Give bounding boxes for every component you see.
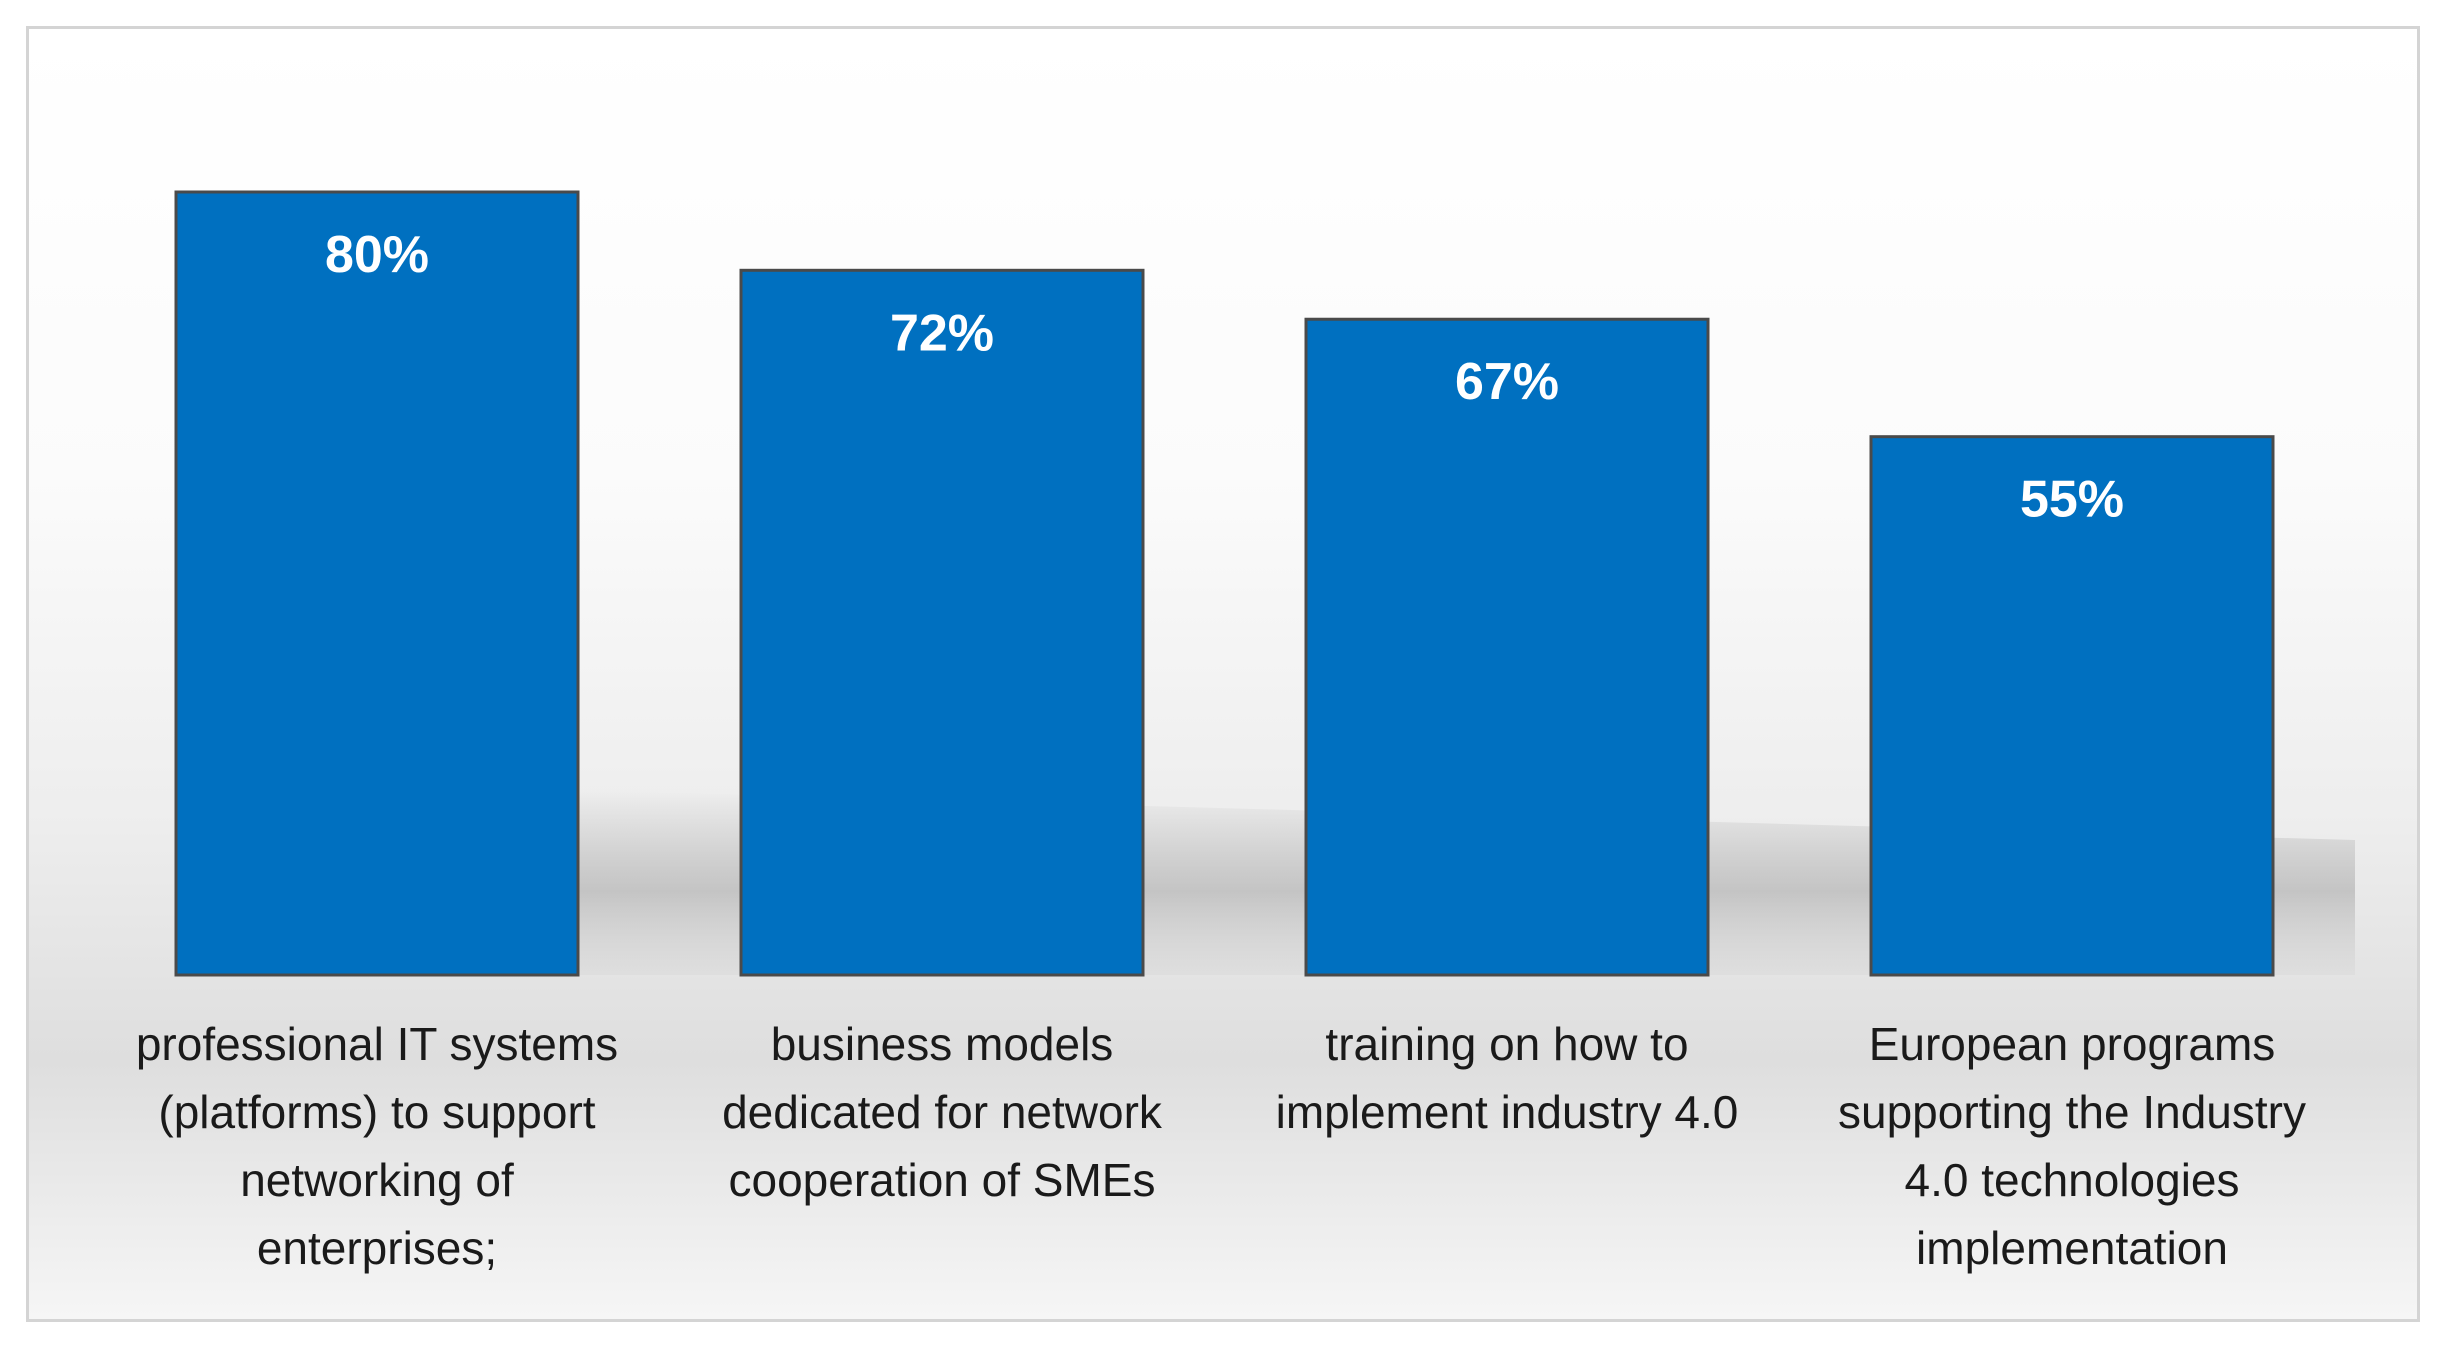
data-label-4: 55%	[2020, 471, 2124, 529]
category-label-2: business models dedicated for network co…	[722, 1018, 1162, 1206]
data-label-2: 72%	[890, 304, 994, 362]
data-label-3: 67%	[1455, 353, 1559, 411]
data-label-1: 80%	[325, 226, 429, 284]
bars-group	[174, 190, 2275, 977]
bar-4	[1869, 435, 2275, 977]
bar-3	[1304, 317, 1710, 977]
bar-2	[739, 268, 1145, 977]
category-label-3: training on how to implement industry 4.…	[1275, 1018, 1739, 1138]
data-labels-group: 80% 72% 67% 55%	[325, 226, 2124, 529]
bar-1	[174, 190, 580, 977]
category-label-1: professional IT systems (platforms) to s…	[135, 1018, 619, 1274]
category-label-4: European programs supporting the Industr…	[1838, 1018, 2306, 1274]
